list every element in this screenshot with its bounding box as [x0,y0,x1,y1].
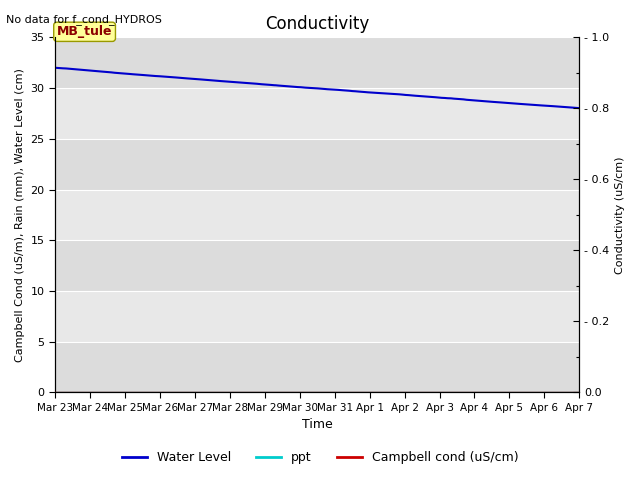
ppt [486,390,494,396]
Bar [55,88,579,139]
ppt [51,390,59,396]
Campbell cond (uS/cm) [58,390,65,396]
Campbell cond (uS/cm) [208,390,216,396]
ppt [575,390,583,396]
ppt [346,390,353,396]
X-axis label: Time: Time [302,419,333,432]
Water Level [208,77,216,83]
Bar [55,240,579,291]
Water Level [167,74,175,80]
Bar [55,37,579,88]
Water Level [51,65,59,71]
Campbell cond (uS/cm) [486,390,494,396]
Campbell cond (uS/cm) [480,390,488,396]
Water Level [575,105,583,111]
ppt [58,390,65,396]
Water Level [480,98,488,104]
Line: Water Level: Water Level [55,68,579,108]
ppt [167,390,175,396]
Bar [55,190,579,240]
Campbell cond (uS/cm) [51,390,59,396]
Text: MB_tule: MB_tule [57,25,113,38]
Campbell cond (uS/cm) [167,390,175,396]
Title: Conductivity: Conductivity [265,15,369,33]
Bar [55,139,579,190]
Bar [55,342,579,393]
Water Level [346,88,353,94]
Water Level [486,99,494,105]
ppt [208,390,216,396]
ppt [480,390,488,396]
Legend: Water Level, ppt, Campbell cond (uS/cm): Water Level, ppt, Campbell cond (uS/cm) [116,446,524,469]
Y-axis label: Campbell Cond (uS/m), Rain (mm), Water Level (cm): Campbell Cond (uS/m), Rain (mm), Water L… [15,68,25,362]
Text: No data for f_cond_HYDROS: No data for f_cond_HYDROS [6,14,163,25]
Campbell cond (uS/cm) [575,390,583,396]
Campbell cond (uS/cm) [346,390,353,396]
Y-axis label: Conductivity (uS/cm): Conductivity (uS/cm) [615,156,625,274]
Water Level [58,65,65,71]
Bar [55,291,579,342]
